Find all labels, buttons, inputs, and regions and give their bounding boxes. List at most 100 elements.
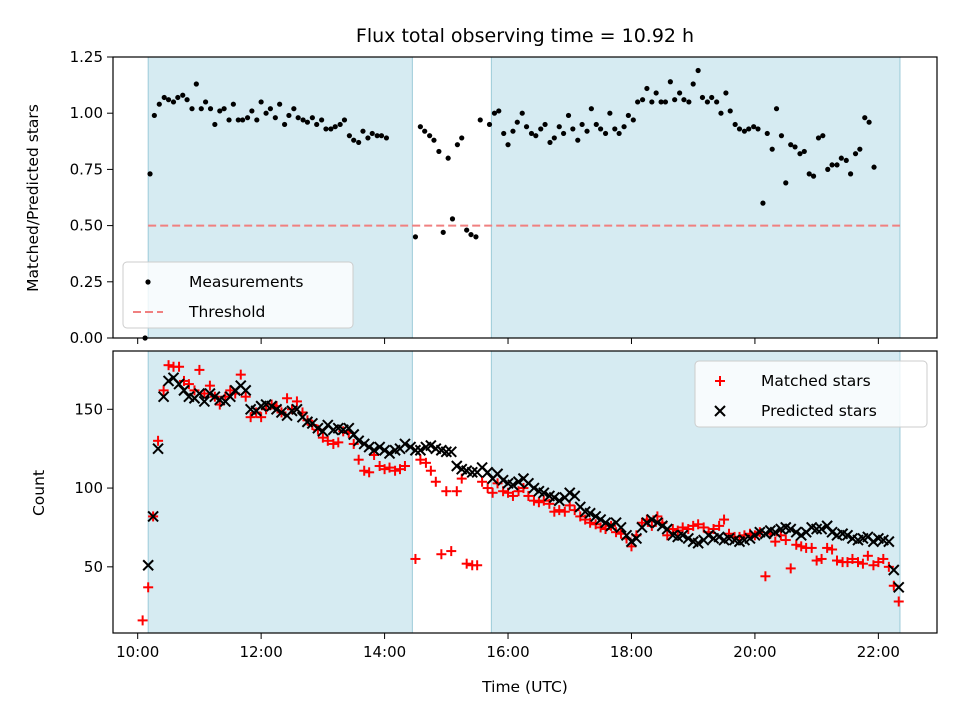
- data-point: [202, 99, 209, 105]
- data-point: [551, 135, 557, 141]
- y-tick-label: 100: [74, 479, 103, 497]
- data-point: [142, 559, 154, 571]
- data-point: [245, 412, 256, 423]
- data-point: [497, 474, 509, 486]
- data-point: [589, 510, 602, 523]
- data-point: [281, 121, 288, 128]
- data-point: [337, 121, 343, 128]
- data-point: [816, 553, 827, 564]
- data-point: [759, 528, 772, 540]
- data-point: [605, 520, 617, 532]
- bottom-panel: 50 100 150 10:00 12:00 14:00 16:00 18:00 20:00 22…: [74, 350, 938, 661]
- data-point: [755, 126, 761, 132]
- data-point: [714, 520, 725, 531]
- data-point: [584, 128, 590, 134]
- data-point: [727, 108, 733, 114]
- observing-window: [491, 57, 900, 338]
- data-point: [866, 119, 872, 125]
- data-point: [265, 400, 278, 412]
- data-point: [718, 110, 724, 116]
- data-point: [588, 106, 594, 112]
- data-point: [446, 546, 457, 557]
- data-point: [510, 128, 516, 134]
- data-point: [436, 549, 447, 560]
- data-point: [240, 391, 251, 402]
- data-point: [519, 110, 525, 116]
- data-point: [143, 582, 154, 593]
- data-point: [207, 106, 214, 112]
- data-point: [440, 229, 446, 235]
- data-point: [677, 90, 683, 96]
- data-point: [883, 535, 895, 548]
- data-point: [235, 117, 241, 123]
- data-point: [353, 454, 364, 465]
- data-point: [769, 146, 775, 152]
- data-point: [363, 441, 375, 453]
- legend: Measurements Threshold: [122, 261, 354, 329]
- data-point: [744, 532, 756, 545]
- data-point: [272, 115, 278, 121]
- data-point: [695, 67, 701, 74]
- data-point: [760, 200, 766, 206]
- data-point: [559, 506, 570, 517]
- data-point: [368, 444, 380, 456]
- data-point: [198, 106, 204, 112]
- data-point: [672, 97, 678, 103]
- data-point: [507, 490, 518, 501]
- data-point: [487, 487, 498, 498]
- data-point: [412, 234, 419, 240]
- data-point: [548, 491, 561, 504]
- data-point: [137, 615, 148, 626]
- y-tick-label: 0.25: [70, 273, 103, 291]
- legend-marker: [145, 279, 151, 285]
- data-point: [579, 121, 585, 128]
- data-point: [404, 441, 417, 453]
- data-point: [751, 124, 757, 130]
- data-point: [351, 137, 357, 143]
- data-point: [256, 412, 267, 423]
- data-point: [651, 517, 664, 529]
- data-point: [152, 442, 164, 455]
- data-point: [553, 494, 565, 507]
- data-point: [641, 517, 653, 529]
- data-point: [369, 130, 375, 137]
- data-point: [441, 486, 452, 497]
- data-point: [649, 99, 655, 105]
- data-point: [878, 553, 889, 564]
- data-point: [204, 387, 216, 400]
- data-point: [163, 360, 174, 371]
- data-point: [791, 539, 802, 550]
- data-point: [658, 99, 664, 105]
- data-point: [538, 487, 550, 499]
- data-point: [430, 476, 441, 487]
- data-point: [184, 97, 190, 103]
- data-point: [560, 130, 567, 137]
- data-point: [639, 97, 646, 103]
- data-point: [790, 526, 802, 538]
- series-measurements: [142, 67, 877, 341]
- data-point: [399, 461, 410, 472]
- data-point: [425, 439, 437, 452]
- data-point: [482, 483, 493, 494]
- data-point: [630, 117, 636, 123]
- data-point: [445, 155, 451, 161]
- data-point: [198, 395, 211, 408]
- data-point: [883, 561, 894, 572]
- data-point: [183, 379, 194, 390]
- data-point: [714, 99, 720, 105]
- data-point: [857, 558, 868, 569]
- data-point: [291, 396, 302, 407]
- data-point: [300, 117, 306, 123]
- data-point: [267, 106, 273, 112]
- data-point: [239, 384, 252, 397]
- axes-frame: [112, 350, 938, 634]
- data-point: [847, 553, 858, 564]
- data-point: [451, 460, 463, 472]
- data-point: [384, 462, 395, 473]
- data-point: [409, 444, 422, 456]
- y-tick-label: 150: [74, 400, 103, 418]
- data-point: [746, 126, 752, 132]
- data-point: [857, 146, 863, 152]
- data-point: [785, 523, 797, 535]
